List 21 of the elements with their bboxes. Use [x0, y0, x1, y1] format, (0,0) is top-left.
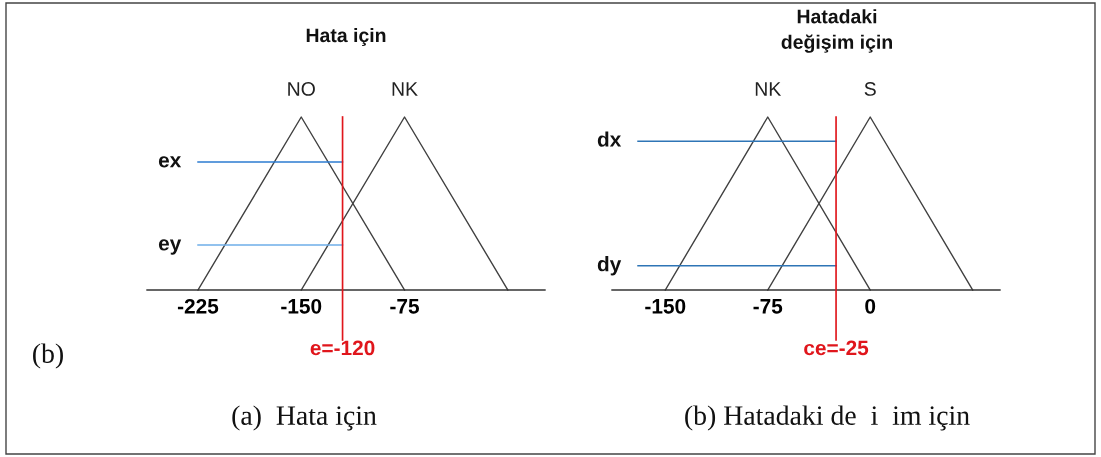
series-label: dy	[597, 256, 622, 276]
text: (b)	[33, 343, 63, 369]
x-tick-label: -150	[645, 298, 686, 314]
series-label: S	[864, 82, 876, 96]
x-tick-label: -150	[281, 298, 322, 314]
series-label: NK	[392, 82, 418, 96]
x-tick-label: -75	[753, 299, 783, 314]
series-label: dx	[597, 131, 622, 147]
x-tick-label: -75	[390, 299, 420, 314]
series-label: ex	[158, 156, 182, 168]
series-label: NK	[755, 82, 782, 96]
text: (a) Hata için	[232, 405, 377, 431]
text: (b) Hatadaki de i im için	[685, 405, 970, 431]
chart-title: Hata için	[306, 27, 386, 47]
series-label: NO	[288, 82, 315, 96]
ref-line-label: e=-120	[310, 340, 375, 356]
ref-line-label: ce=-25	[804, 340, 869, 356]
x-tick-label: 0	[865, 298, 876, 314]
x-tick-label: -225	[177, 298, 219, 314]
series-label: ey	[158, 239, 182, 255]
chart-title: Hatadaki değişim için	[781, 9, 892, 53]
